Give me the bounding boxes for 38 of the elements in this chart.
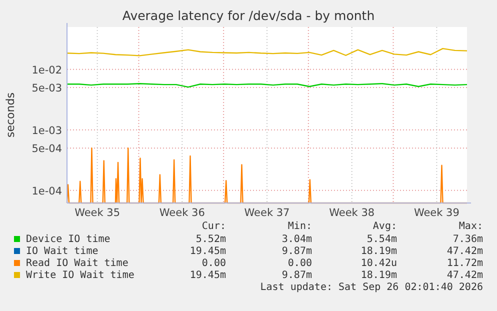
text: 47.42m xyxy=(446,246,483,257)
x-tick-label: Week 36 xyxy=(159,207,206,219)
text: 18.19m xyxy=(360,246,397,257)
y-tick-label: 1e-04 xyxy=(32,185,62,198)
x-tick-label: Week 35 xyxy=(74,207,120,219)
text: 0.00 xyxy=(202,258,226,269)
text: 7.36m xyxy=(452,234,483,245)
y-tick-label: 1e-03 xyxy=(32,124,62,137)
text: 18.19m xyxy=(360,270,397,281)
text: 19.45m xyxy=(190,270,226,281)
text: 5.54m xyxy=(366,234,397,245)
x-tick-label: Week 37 xyxy=(244,207,290,219)
text: Cur: xyxy=(202,221,226,232)
x-tick-label: Week 39 xyxy=(414,207,460,219)
text: 0.00 xyxy=(288,258,312,269)
y-tick-label: 5e-04 xyxy=(32,143,62,156)
y-tick-label: 5e-03 xyxy=(32,82,62,95)
text: Avg: xyxy=(372,221,397,232)
legend-label: IO Wait time xyxy=(26,246,98,257)
y-axis-title: seconds xyxy=(4,92,17,138)
text: 9.87m xyxy=(282,270,312,281)
chart-title: Average latency for /dev/sda - by month xyxy=(122,8,375,23)
text: 9.87m xyxy=(282,246,312,257)
text: 10.42u xyxy=(360,258,397,269)
text: Last update: Sat Sep 26 02:01:40 2026 xyxy=(260,282,483,293)
legend-label: Write IO Wait time xyxy=(26,270,134,281)
text: Min: xyxy=(288,221,312,232)
text: 19.45m xyxy=(190,246,226,257)
y-tick-label: 1e-02 xyxy=(32,64,62,76)
line-series xyxy=(66,48,468,56)
legend-label: Device IO time xyxy=(26,234,110,245)
text: 47.42m xyxy=(446,270,483,281)
text: Max: xyxy=(458,221,483,232)
x-tick-label: Week 38 xyxy=(329,207,375,219)
legend-label: Read IO Wait time xyxy=(26,258,128,269)
text: 5.52m xyxy=(196,234,226,245)
text: 11.72m xyxy=(446,258,483,269)
text: 3.04m xyxy=(282,234,312,245)
